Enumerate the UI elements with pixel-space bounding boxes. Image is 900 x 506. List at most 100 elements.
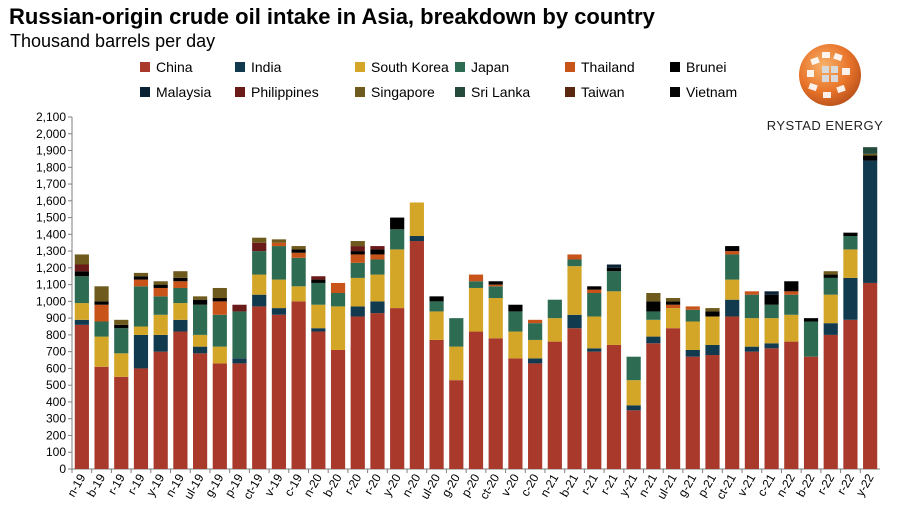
bar-segment-india xyxy=(173,319,188,332)
y-tick-label: 2,000 xyxy=(36,127,66,141)
bar-stack-feb-19 xyxy=(94,286,109,469)
x-tick-label: n-20 xyxy=(301,471,325,499)
bar-segment-south-korea xyxy=(330,306,346,350)
bar-segment-brunei xyxy=(705,311,720,317)
bar-segment-brunei xyxy=(153,284,168,288)
x-tick-label: c-20 xyxy=(518,471,542,498)
bar-segment-brunei xyxy=(488,281,503,285)
bar-segment-south-korea xyxy=(291,286,306,302)
bar-segment-china xyxy=(173,331,188,469)
bar-segment-philippines xyxy=(232,304,247,312)
x-tick-label: c-21 xyxy=(754,471,778,498)
bar-segment-japan xyxy=(429,301,444,312)
x-tick-label: n-21 xyxy=(537,471,561,499)
bar-segment-south-korea xyxy=(665,308,681,329)
bar-segment-thailand xyxy=(153,287,168,297)
bar-segment-china xyxy=(311,331,326,469)
bar-segment-brunei xyxy=(193,299,208,305)
bar-segment-japan xyxy=(626,356,641,381)
bar-segment-brunei xyxy=(311,279,326,283)
bar-segment-china xyxy=(212,363,227,469)
bar-segment-china xyxy=(587,351,602,469)
bar-segment-south-korea xyxy=(725,279,740,300)
x-tick-label: ct-21 xyxy=(713,471,739,501)
x-tick-label: b-20 xyxy=(321,471,345,499)
bar-segment-south-korea xyxy=(449,346,464,381)
bar-segment-thailand xyxy=(685,306,700,310)
bar-segment-thailand xyxy=(567,254,582,260)
bar-segment-india xyxy=(744,346,759,352)
bar-segment-china xyxy=(606,344,622,469)
bar-segment-china xyxy=(133,368,149,469)
bar-segment-south-korea xyxy=(606,291,622,345)
x-tick-label: y-22 xyxy=(853,471,877,498)
bar-segment-brunei xyxy=(390,217,405,230)
legend-label: Taiwan xyxy=(581,84,625,100)
bar-segment-japan xyxy=(646,311,661,320)
bar-segment-japan xyxy=(685,309,700,322)
legend-swatch xyxy=(565,87,575,97)
bar-segment-japan xyxy=(311,282,326,305)
bar-stack-nov-21 xyxy=(744,291,759,469)
bar-segment-south-korea xyxy=(212,346,227,364)
bar-segment-thailand xyxy=(370,254,385,260)
y-tick-label: 2,100 xyxy=(36,110,66,124)
bar-segment-india xyxy=(567,314,582,329)
x-tick-label: r-19 xyxy=(105,471,128,497)
y-tick-label: 1,800 xyxy=(36,160,66,174)
bar-segment-south-korea xyxy=(646,319,661,337)
bar-segment-india xyxy=(587,348,602,352)
bar-segment-sri-lanka xyxy=(863,147,878,154)
bar-stack-nov-19 xyxy=(271,239,287,469)
bar-segment-china xyxy=(271,314,287,469)
bar-segment-brunei xyxy=(74,271,89,277)
bar-segment-china xyxy=(508,358,523,469)
bar-segment-india xyxy=(863,160,878,283)
legend-label: China xyxy=(156,59,193,75)
bar-stack-oct-19 xyxy=(252,237,267,469)
bar-segment-india xyxy=(193,346,208,354)
bar-segment-singapore xyxy=(350,241,365,247)
bar-segment-india xyxy=(843,277,858,320)
bar-segment-china xyxy=(153,351,168,469)
bar-segment-japan xyxy=(350,262,365,278)
bar-segment-china xyxy=(803,356,819,469)
x-tick-label: y-21 xyxy=(616,471,640,498)
bar-segment-japan xyxy=(744,294,759,319)
bar-segment-china xyxy=(390,308,405,469)
bar-segment-china xyxy=(488,338,503,469)
bar-segment-south-korea xyxy=(843,249,858,278)
bar-segment-china xyxy=(725,316,740,469)
x-tick-label: b-19 xyxy=(84,471,108,499)
bar-segment-malaysia xyxy=(606,264,622,268)
bar-segment-china xyxy=(429,339,444,469)
legend-label: Vietnam xyxy=(686,84,738,100)
bar-segment-india xyxy=(370,301,385,314)
bar-segment-india xyxy=(311,328,326,332)
legend-item-china: China xyxy=(140,58,193,76)
bar-segment-japan xyxy=(606,271,622,292)
bar-segment-india xyxy=(764,343,779,349)
bar-segment-china xyxy=(468,331,484,469)
bar-segment-india xyxy=(271,308,287,315)
bar-segment-south-korea xyxy=(744,318,759,347)
bar-segment-philippines xyxy=(252,242,267,252)
bar-stack-mar-20 xyxy=(350,241,365,469)
y-tick-label: 1,400 xyxy=(36,227,66,241)
bar-segment-thailand xyxy=(587,289,602,293)
rystad-globe-logo-icon xyxy=(799,44,861,106)
bar-segment-japan xyxy=(528,323,543,340)
x-tick-label: ct-20 xyxy=(477,471,503,501)
y-tick-label: 1,300 xyxy=(36,244,66,258)
bar-stack-mar-19 xyxy=(114,319,129,469)
bar-segment-china xyxy=(705,355,720,469)
bar-segment-china xyxy=(626,410,641,469)
bar-segment-south-korea xyxy=(587,316,602,349)
bar-segment-thailand xyxy=(350,254,365,263)
bar-segment-brunei xyxy=(764,294,779,305)
bar-segment-malaysia xyxy=(764,291,779,295)
bar-segment-south-korea xyxy=(173,303,188,320)
bar-stack-jun-21 xyxy=(646,293,661,469)
legend-swatch xyxy=(455,87,465,97)
